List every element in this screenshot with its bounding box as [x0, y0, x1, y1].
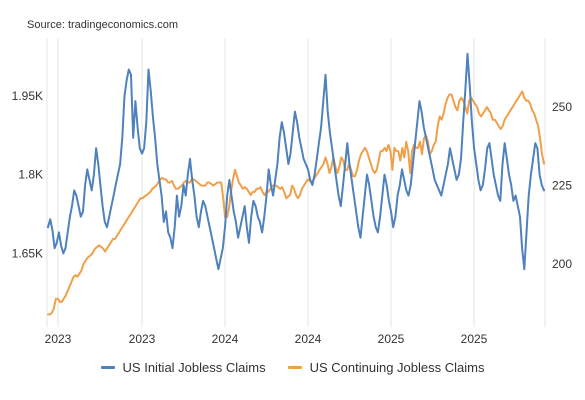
- legend-swatch-continuing-claims: [287, 366, 302, 369]
- series-line-continuing-claims: [47, 90, 545, 316]
- legend-label-initial-claims: US Initial Jobless Claims: [122, 360, 266, 375]
- legend-item-initial-claims[interactable]: US Initial Jobless Claims: [100, 360, 266, 375]
- y-right-tick-label: 200: [552, 257, 572, 271]
- x-tick-label: 2023: [45, 332, 72, 346]
- legend-item-continuing-claims[interactable]: US Continuing Jobless Claims: [287, 360, 485, 375]
- y-right-tick-label: 225: [552, 179, 572, 193]
- x-tick-label: 2023: [129, 332, 156, 346]
- y-left-tick-label: 1.95K: [12, 89, 43, 103]
- y-left-tick-label: 1.8K: [18, 168, 43, 182]
- y-left-tick-label: 1.65K: [12, 246, 43, 260]
- x-tick-label: 2025: [378, 332, 405, 346]
- legend: US Initial Jobless Claims US Continuing …: [0, 360, 585, 375]
- x-tick-label: 2024: [212, 332, 239, 346]
- y-right-tick-label: 250: [552, 100, 572, 114]
- x-tick-label: 2025: [461, 332, 488, 346]
- legend-label-continuing-claims: US Continuing Jobless Claims: [309, 360, 485, 375]
- series-line-initial-claims: [47, 52, 545, 271]
- source-label: Source: tradingeconomics.com: [27, 19, 179, 31]
- x-tick-label: 2024: [295, 332, 322, 346]
- legend-swatch-initial-claims: [100, 366, 115, 369]
